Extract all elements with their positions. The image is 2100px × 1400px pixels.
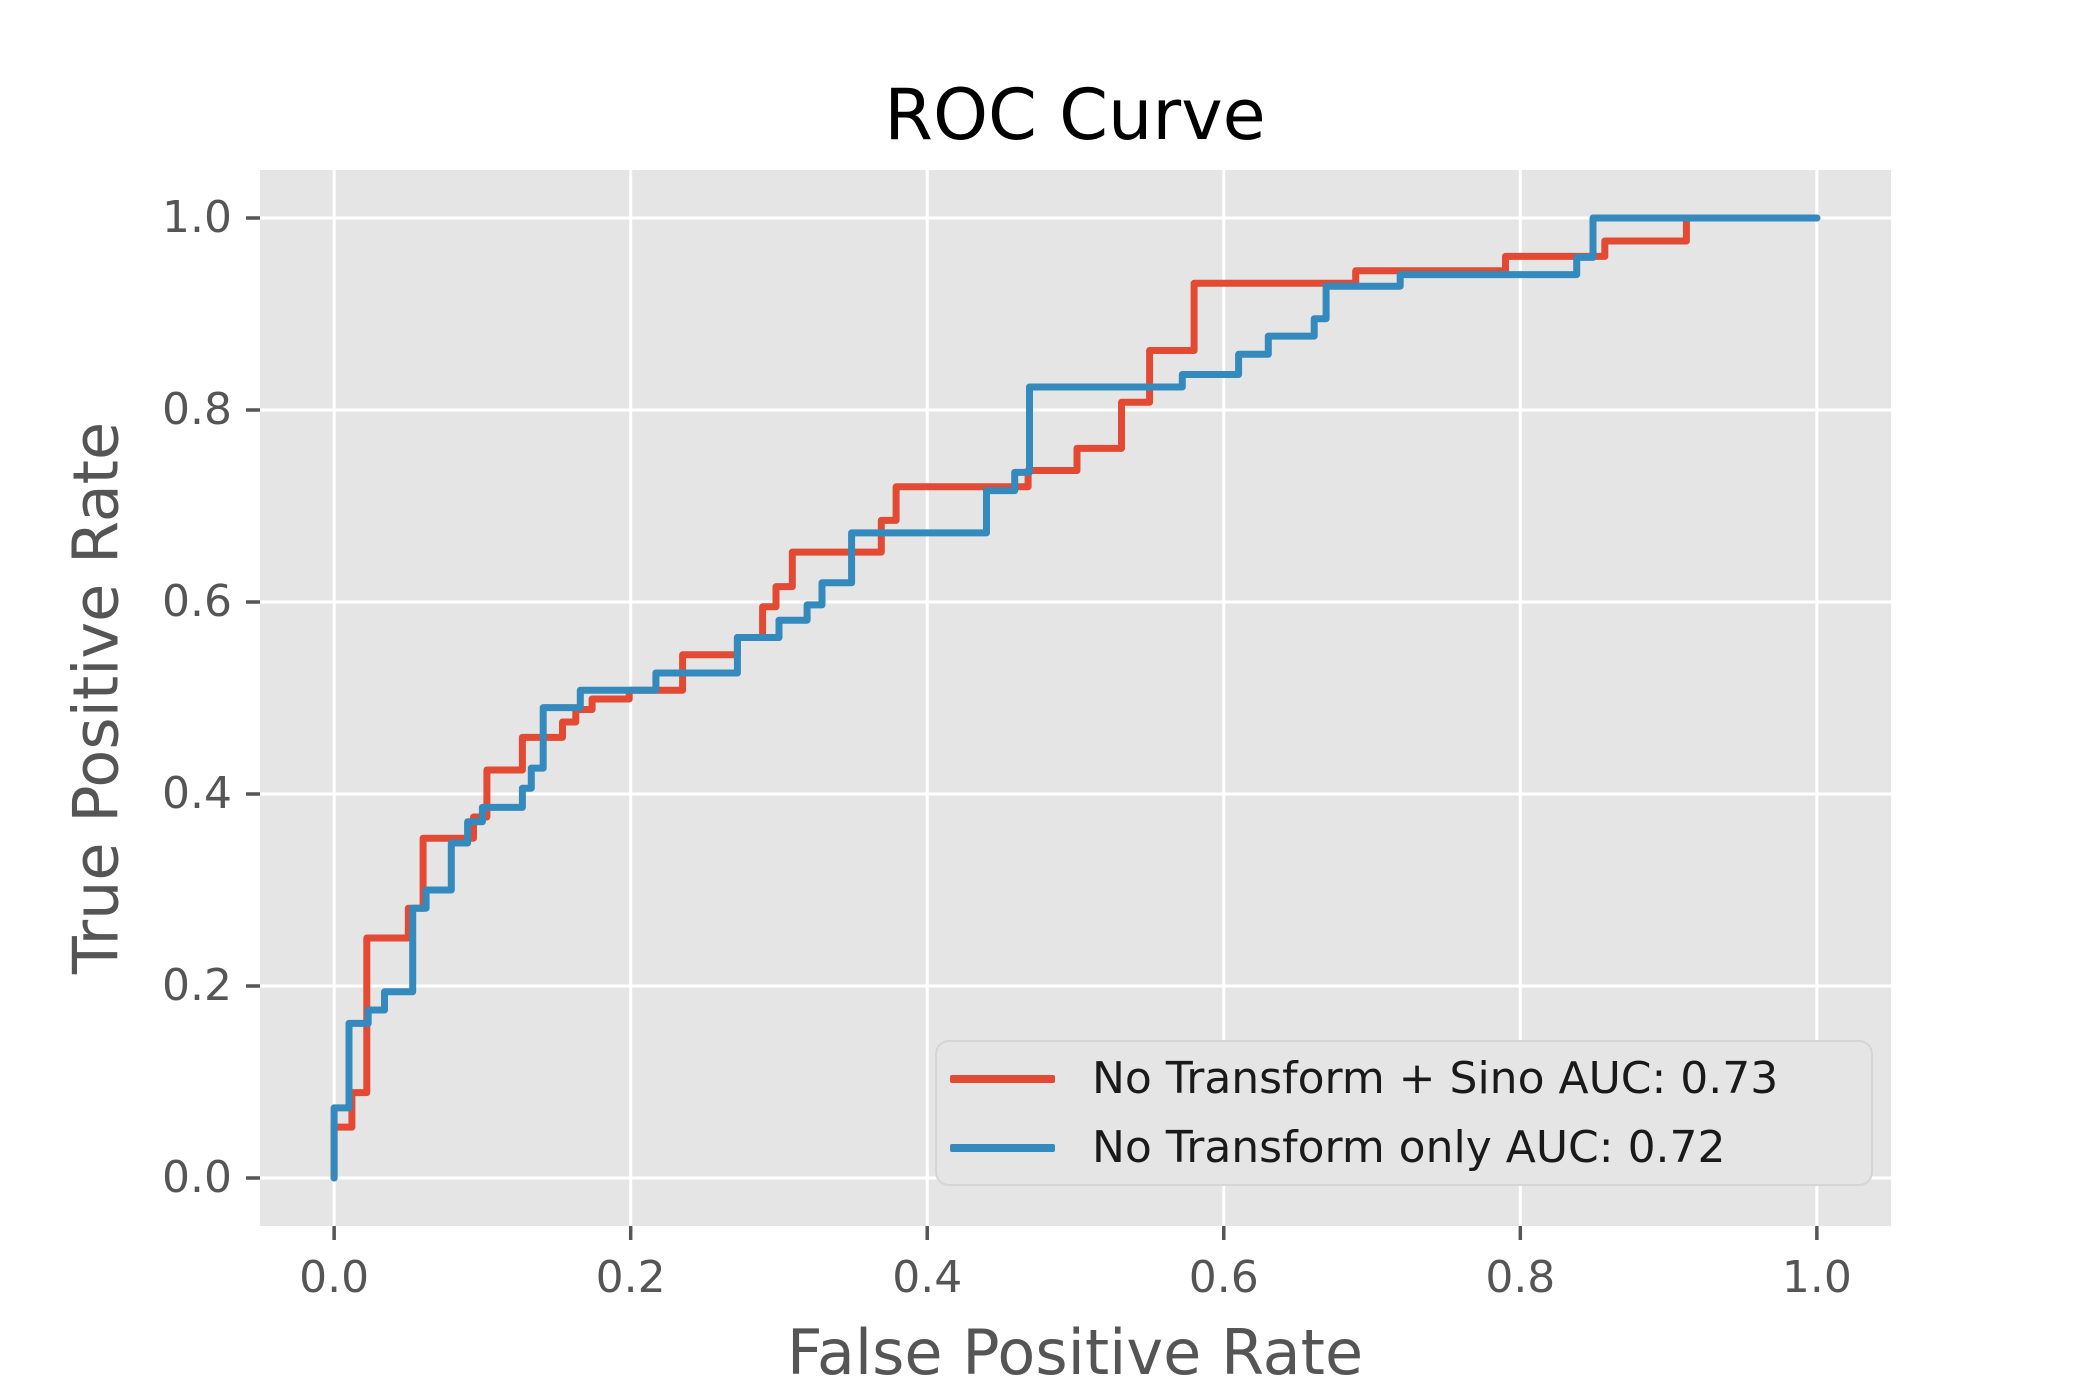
legend-row: No Transform + Sino AUC: 0.73 — [950, 1053, 1847, 1104]
legend-label: No Transform only AUC: 0.72 — [1092, 1122, 1726, 1173]
x-tick-label: 0.0 — [299, 1252, 370, 1303]
y-tick-label: 0.4 — [162, 768, 232, 819]
chart-title: ROC Curve — [884, 74, 1266, 156]
y-tick-label: 0.8 — [162, 384, 232, 435]
legend-label: No Transform + Sino AUC: 0.73 — [1092, 1053, 1779, 1104]
x-tick-label: 0.8 — [1485, 1252, 1556, 1303]
legend-line-swatch-red — [950, 1074, 1055, 1083]
legend-line-swatch-blue — [950, 1143, 1055, 1152]
legend: No Transform + Sino AUC: 0.73 No Transfor… — [935, 1040, 1873, 1186]
roc-curve-no-transform-only — [330, 214, 1821, 1182]
x-tick-label: 0.4 — [892, 1252, 963, 1303]
x-tick-label: 0.6 — [1188, 1252, 1259, 1303]
y-tick-label: 0.6 — [162, 576, 232, 627]
legend-row: No Transform only AUC: 0.72 — [950, 1122, 1847, 1173]
y-axis-label: True Positive Rate — [59, 421, 133, 975]
x-tick-label: 1.0 — [1781, 1252, 1852, 1303]
x-axis-label: False Positive Rate — [786, 1316, 1364, 1389]
x-tick-label: 0.2 — [595, 1252, 666, 1303]
y-tick-label: 0.2 — [162, 960, 232, 1011]
y-tick-label: 1.0 — [162, 192, 232, 243]
y-tick-label: 0.0 — [162, 1152, 232, 1203]
